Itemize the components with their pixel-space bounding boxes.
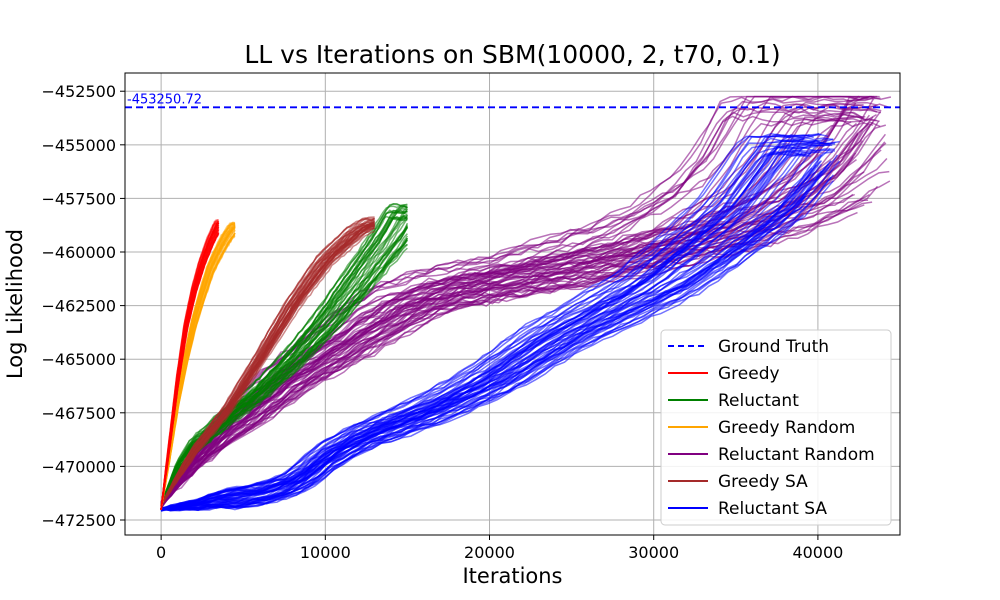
run-line — [161, 146, 835, 510]
series-reluctant-sa — [160, 132, 840, 512]
run-line — [160, 204, 408, 507]
run-line — [161, 139, 840, 511]
run-line — [160, 133, 829, 511]
y-tick-label: −452500 — [42, 82, 116, 101]
legend-label: Greedy Random — [718, 418, 855, 438]
y-tick-label: −460000 — [42, 243, 116, 262]
run-line — [161, 133, 814, 509]
run-line — [160, 222, 220, 510]
run-line — [160, 205, 408, 507]
series-greedy-sa — [160, 216, 376, 507]
legend-label: Reluctant SA — [718, 499, 827, 519]
plot-frame — [124, 72, 901, 536]
y-tick-label: −457500 — [42, 189, 116, 208]
data-layer — [160, 95, 892, 512]
y-axis-label: Log Likelihood — [3, 229, 27, 379]
run-line — [160, 232, 236, 510]
x-tick-label: 0 — [156, 543, 166, 562]
ground-truth-value-label: -453250.72 — [127, 92, 202, 107]
legend-label: Reluctant — [718, 391, 799, 411]
run-line — [161, 150, 812, 511]
legend-label: Reluctant Random — [718, 445, 875, 465]
run-line — [161, 152, 811, 511]
run-line — [160, 121, 881, 508]
legend-label: Greedy SA — [718, 472, 808, 492]
run-line — [160, 229, 220, 510]
x-tick-label: 10000 — [300, 543, 351, 562]
series-reluctant — [160, 202, 409, 507]
y-tick-label: −472500 — [42, 511, 116, 530]
legend: Ground Truth Greedy Reluctant Greedy Random… — [660, 329, 892, 526]
series-greedy — [160, 219, 220, 510]
run-line — [160, 217, 375, 506]
run-line — [160, 166, 830, 510]
x-tick-label: 40000 — [792, 543, 843, 562]
y-tick-label: −462500 — [42, 297, 116, 316]
run-line — [160, 202, 408, 506]
y-tick-label: −470000 — [42, 457, 116, 476]
ground-truth-layer: -453250.72 — [125, 92, 900, 109]
axis-ticks: 0 10000 20000 30000 40000 −472500 −470000 −4675… — [42, 82, 844, 562]
legend-box — [660, 329, 892, 526]
x-axis-label: Iterations — [462, 564, 562, 588]
run-line — [160, 224, 375, 507]
x-tick-label: 30000 — [628, 543, 679, 562]
run-line — [160, 134, 810, 511]
legend-label: Greedy — [718, 364, 780, 384]
run-line — [160, 223, 375, 506]
y-tick-label: −465000 — [42, 350, 116, 369]
x-tick-label: 20000 — [464, 543, 515, 562]
run-line — [160, 144, 818, 511]
y-tick-label: −455000 — [42, 136, 116, 155]
legend-label: Ground Truth — [718, 337, 829, 357]
run-line — [160, 95, 881, 504]
run-line — [160, 201, 873, 506]
chart-title: LL vs Iterations on SBM(10000, 2, t70, 0… — [244, 40, 780, 69]
run-line — [160, 230, 375, 505]
y-tick-label: −467500 — [42, 404, 116, 423]
